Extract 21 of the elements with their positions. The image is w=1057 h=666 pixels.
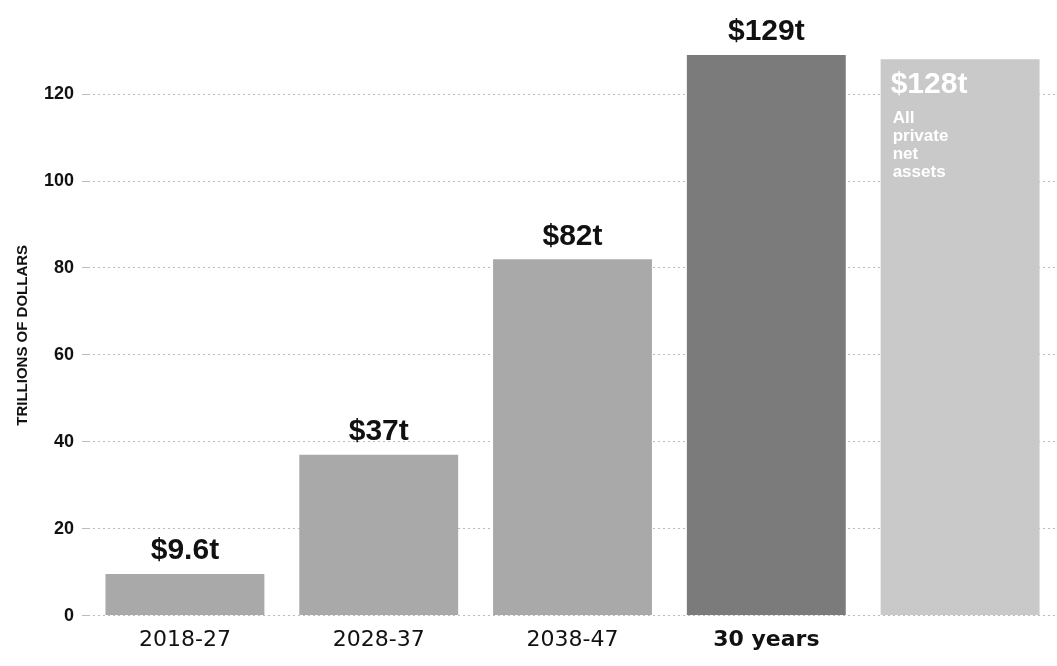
bar xyxy=(493,259,652,616)
y-axis-title: TRILLIONS OF DOLLARS xyxy=(13,244,31,426)
bar xyxy=(299,454,459,616)
data-label: $129t xyxy=(727,13,805,47)
y-tick-label: 80 xyxy=(54,256,75,277)
y-tick-label: 100 xyxy=(43,170,75,190)
y-tick-label: 40 xyxy=(54,430,75,451)
data-label: $9.6t xyxy=(150,532,220,566)
bar xyxy=(880,59,1040,616)
data-label: $82t xyxy=(542,217,603,251)
y-tick-label: 60 xyxy=(54,343,75,364)
y-tick-label: 20 xyxy=(54,517,75,538)
y-tick-label: 0 xyxy=(64,604,75,625)
x-tick-label: 2028-37 xyxy=(332,625,425,651)
x-tick-label: 2038-47 xyxy=(526,625,619,651)
bar xyxy=(686,55,846,616)
x-tick-label: 2018-27 xyxy=(138,625,231,651)
y-tick-label: 120 xyxy=(43,83,75,104)
bar xyxy=(105,573,265,616)
x-tick-label: 30 years xyxy=(713,625,820,651)
data-label: $37t xyxy=(348,413,409,447)
